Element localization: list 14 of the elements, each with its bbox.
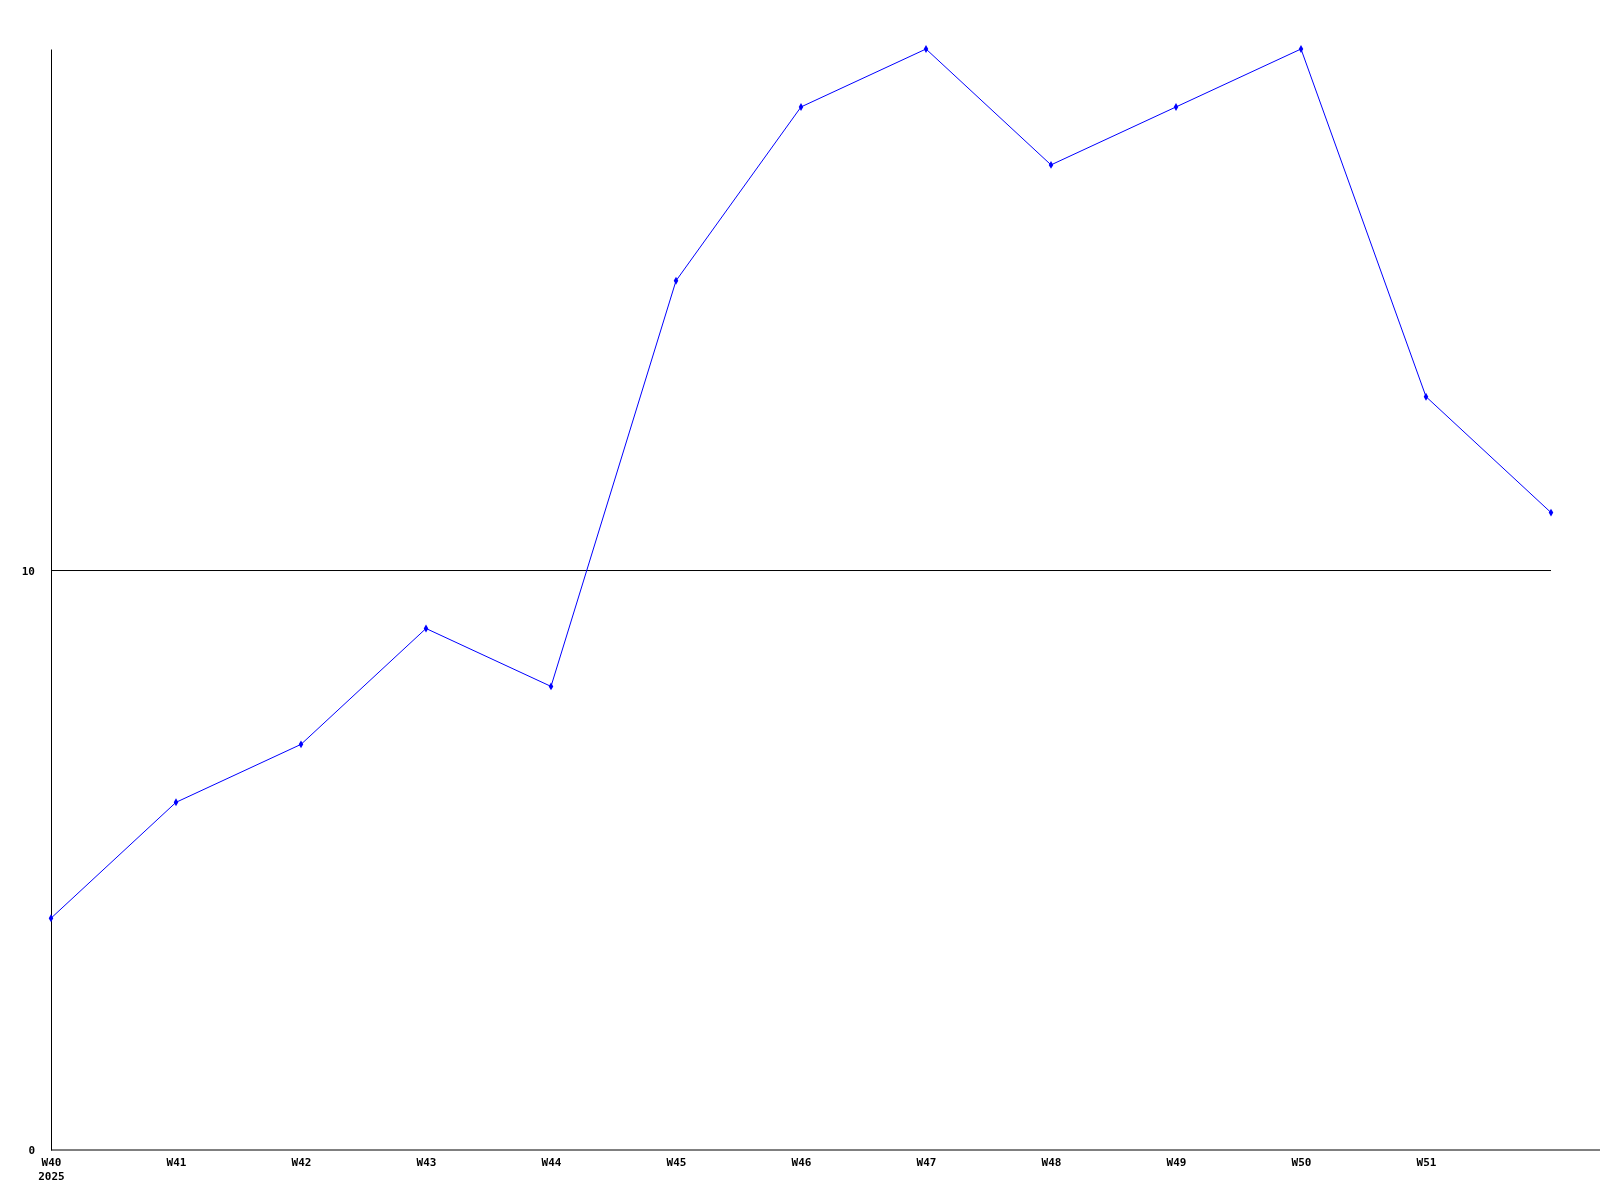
y-tick-label: 0 — [28, 1144, 35, 1158]
x-tick-label: W51 — [1416, 1155, 1437, 1169]
x-tick-label: W41 — [166, 1155, 187, 1169]
x-tick-label: W50 — [1291, 1155, 1312, 1169]
x-tick-label: W47 — [916, 1155, 937, 1169]
y-tick-label: 10 — [21, 564, 35, 578]
x-tick-label: W49 — [1166, 1155, 1187, 1169]
x-tick-label: W43 — [416, 1155, 437, 1169]
x-tick-label: W42 — [291, 1155, 312, 1169]
x-tick-label: W46 — [791, 1155, 812, 1169]
x-tick-label: W44 — [541, 1155, 562, 1169]
x-tick-label: W40 2025 — [38, 1155, 65, 1183]
x-tick-label: W45 — [666, 1155, 687, 1169]
x-tick-label: W48 — [1041, 1155, 1062, 1169]
